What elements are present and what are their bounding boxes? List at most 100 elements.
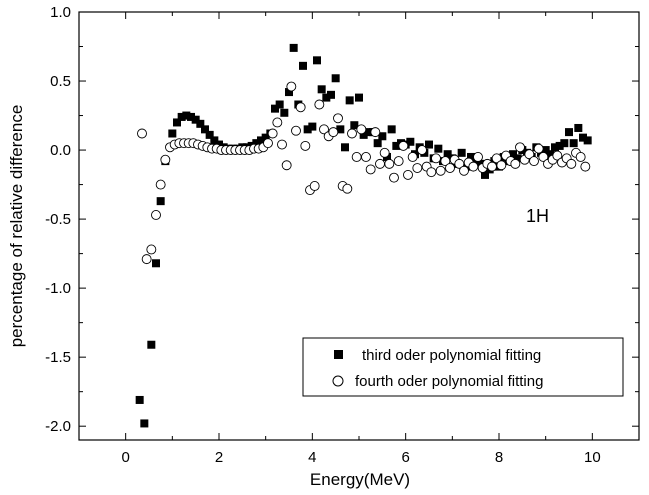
third-order-point <box>168 129 177 138</box>
third-order-point <box>327 90 335 99</box>
fourth-order-point <box>351 152 362 162</box>
fourth-order-point <box>263 138 273 149</box>
y-axis-title: percentage of relative difference <box>7 105 26 348</box>
fourth-order-point <box>272 117 283 128</box>
y-tick-label: -1.0 <box>45 280 71 297</box>
legend-marker-fourth <box>332 375 344 387</box>
fourth-order-point <box>398 140 409 151</box>
y-tick-label: 0.0 <box>50 142 71 159</box>
fourth-order-point <box>487 161 497 172</box>
third-order-point <box>569 139 578 148</box>
fourth-order-point <box>440 156 451 167</box>
fourth-order-point <box>146 244 157 255</box>
fourth-order-point <box>496 160 507 171</box>
fourth-order-point <box>533 143 544 154</box>
third-order-point <box>341 143 349 152</box>
third-order-point <box>135 395 144 404</box>
fourth-order-point <box>333 113 343 124</box>
fourth-order-point <box>365 164 376 175</box>
third-order-point <box>147 340 156 349</box>
x-tick-label: 8 <box>495 449 503 466</box>
third-order-point <box>513 154 522 163</box>
third-order-point <box>546 150 555 159</box>
fourth-order-point <box>515 142 525 153</box>
fourth-order-point <box>155 179 166 190</box>
fourth-order-point <box>300 140 311 151</box>
third-order-point <box>299 61 307 70</box>
fourth-order-point <box>412 163 423 173</box>
third-order-point <box>555 141 564 150</box>
axis-ticks <box>78 11 640 440</box>
third-order-point <box>331 74 340 83</box>
x-tick-label: 6 <box>401 449 409 466</box>
y-tick-label: -0.5 <box>45 211 71 228</box>
fourth-order-point <box>552 150 563 161</box>
third-order-point <box>271 104 279 113</box>
third-order-point <box>191 115 200 124</box>
third-order-point <box>308 122 317 131</box>
fourth-order-point <box>342 183 353 194</box>
x-axis-title: Energy(MeV) <box>310 470 410 489</box>
third-order-point <box>434 144 443 153</box>
third-order-point <box>205 130 214 139</box>
fourth-order-point <box>309 181 320 191</box>
third-order-point <box>350 121 359 130</box>
annotation-1h: 1H <box>526 206 549 226</box>
fourth-order-point <box>431 153 441 164</box>
third-order-point <box>285 88 293 97</box>
third-order-point <box>156 197 165 206</box>
fourth-order-point <box>426 167 437 178</box>
third-order-point <box>275 100 284 109</box>
third-order-point <box>387 125 396 134</box>
legend-box <box>302 337 624 397</box>
third-order-point <box>187 112 195 121</box>
third-order-point <box>359 130 368 139</box>
fourth-order-point <box>491 153 502 164</box>
third-order-point <box>551 143 559 152</box>
fourth-order-point <box>286 81 297 92</box>
third-order-point <box>443 150 452 159</box>
fourth-order-point <box>375 158 385 169</box>
third-order-point <box>196 119 205 128</box>
third-order-point <box>583 136 592 145</box>
fourth-order-point <box>379 147 390 158</box>
fourth-order-point <box>580 161 591 172</box>
fourth-order-point <box>566 158 577 169</box>
third-order-point <box>177 112 186 121</box>
fourth-order-point <box>141 254 152 265</box>
fourth-order-point <box>468 161 479 172</box>
fourth-order-point <box>291 125 301 136</box>
third-order-point <box>280 108 289 117</box>
third-order-point <box>467 152 475 161</box>
third-order-point <box>425 140 433 149</box>
third-order-point <box>173 118 181 127</box>
fourth-order-point <box>295 102 306 113</box>
fourth-order-point <box>538 152 549 162</box>
x-tick-label: 0 <box>121 449 129 466</box>
legend-marker-third <box>334 350 343 359</box>
legend-label-third: third oder polynomial fitting <box>362 347 541 364</box>
fourth-order-point <box>267 128 278 139</box>
fourth-order-point <box>314 99 325 110</box>
third-order-point <box>457 148 466 157</box>
fourth-order-point <box>445 163 455 173</box>
fourth-order-point <box>529 156 539 167</box>
third-order-point <box>392 141 401 150</box>
fourth-order-point <box>151 210 161 220</box>
third-order-point <box>560 139 569 148</box>
third-order-point <box>210 136 219 145</box>
third-order-point <box>303 125 312 134</box>
fourth-order-point <box>361 152 371 162</box>
fourth-order-point <box>356 124 367 135</box>
third-order-point <box>541 146 550 155</box>
fourth-order-point <box>347 128 357 139</box>
fourth-order-point <box>459 165 469 176</box>
fourth-order-point <box>389 172 399 183</box>
fourth-order-point <box>524 149 535 160</box>
fourth-order-point <box>393 156 404 167</box>
third-order-point <box>152 259 160 268</box>
third-order-point <box>261 133 270 142</box>
fourth-order-point <box>454 158 465 169</box>
fourth-order-point <box>384 158 395 169</box>
fourth-order-point <box>510 158 521 169</box>
